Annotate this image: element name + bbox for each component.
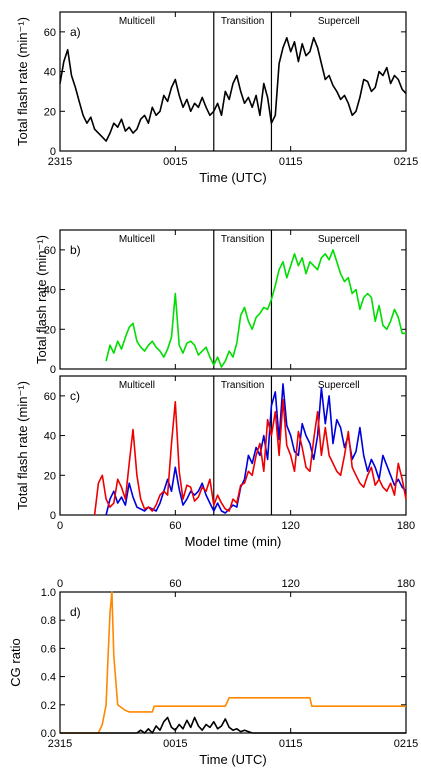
x-tick-label: 0215 (394, 156, 418, 168)
y-axis-title: Total flash rate (min⁻¹) (15, 381, 30, 510)
top-x-tick-label: 60 (169, 578, 181, 590)
panel-label: a) (70, 25, 81, 39)
y-tick-label: 0 (50, 510, 56, 522)
series-line (59, 36, 407, 142)
y-tick-label: 60 (44, 27, 56, 39)
x-tick-label: 0115 (279, 156, 303, 168)
y-axis-title: Total flash rate (min⁻¹) (15, 17, 30, 146)
phase-label: Transition (221, 380, 265, 391)
x-axis-title: Time (UTC) (199, 170, 266, 185)
x-tick-label: 0215 (394, 738, 418, 750)
phase-label: Transition (221, 16, 265, 27)
panel-d: 2315 0 0015 60 0115 120 0215 180 0.0 0.2 0.4 0.6 0.8… (8, 578, 418, 767)
phase-label: Supercell (318, 380, 360, 391)
y-tick-label: 0.0 (41, 728, 56, 740)
plot-frame (59, 591, 407, 734)
x-tick-label: 2315 (48, 156, 72, 168)
top-x-tick-label: 180 (397, 578, 415, 590)
y-tick-label: 20 (44, 106, 56, 118)
phase-label: Multicell (119, 380, 155, 391)
y-tick-label: 40 (44, 431, 56, 443)
panel-a: 2315 0015 0115 0215 0 20 40 60 Multicell Transiti… (15, 11, 418, 185)
y-tick-label: 0 (50, 146, 56, 158)
series-line (93, 398, 407, 516)
series-line (105, 383, 407, 516)
y-tick-label: 20 (44, 470, 56, 482)
y-tick-label: 0.2 (41, 700, 56, 712)
phase-label: Supercell (318, 234, 360, 245)
y-tick-label: 60 (44, 391, 56, 403)
y-axis-title: Total flash rate (min⁻¹) (34, 235, 49, 364)
y-tick-label: 0.4 (41, 672, 56, 684)
y-tick-label: 0 (50, 364, 56, 376)
phase-label: Multicell (119, 16, 155, 27)
series-line (60, 591, 406, 734)
x-axis-title: Time (UTC) (199, 752, 266, 767)
y-tick-label: 0.6 (41, 643, 56, 655)
top-x-tick-label: 0 (57, 578, 63, 590)
x-tick-label: 0015 (163, 738, 187, 750)
x-tick-label: 2315 (48, 738, 72, 750)
y-tick-label: 40 (44, 285, 56, 297)
x-tick-label: 0 (57, 520, 63, 532)
y-tick-label: 0.8 (41, 615, 56, 627)
panel-c: 0 60 120 180 0 20 40 60 Multicell Transition Super… (15, 375, 415, 549)
panel-b: 0 20 40 60 Multicell Transition Supercell b) Tot… (34, 229, 407, 376)
plot-frame (59, 375, 407, 516)
panel-label: b) (70, 243, 81, 257)
y-tick-label: 40 (44, 67, 56, 79)
panel-label: d) (70, 605, 81, 619)
phase-label: Multicell (119, 234, 155, 245)
x-axis-title: Model time (min) (185, 534, 282, 549)
y-axis-title: CG ratio (8, 638, 23, 686)
x-tick-label: 180 (397, 520, 415, 532)
plot-frame (59, 229, 407, 370)
x-tick-label: 60 (169, 520, 181, 532)
y-tick-label: 20 (44, 324, 56, 336)
y-tick-label: 1.0 (41, 587, 56, 599)
phase-label: Supercell (318, 16, 360, 27)
phase-label: Transition (221, 234, 265, 245)
series-line (105, 249, 406, 368)
series-line (60, 716, 406, 734)
top-x-tick-label: 120 (281, 578, 299, 590)
x-tick-label: 0115 (279, 738, 303, 750)
y-tick-label: 60 (44, 245, 56, 257)
panel-label: c) (70, 389, 80, 403)
x-tick-label: 120 (281, 520, 299, 532)
x-tick-label: 0015 (163, 156, 187, 168)
